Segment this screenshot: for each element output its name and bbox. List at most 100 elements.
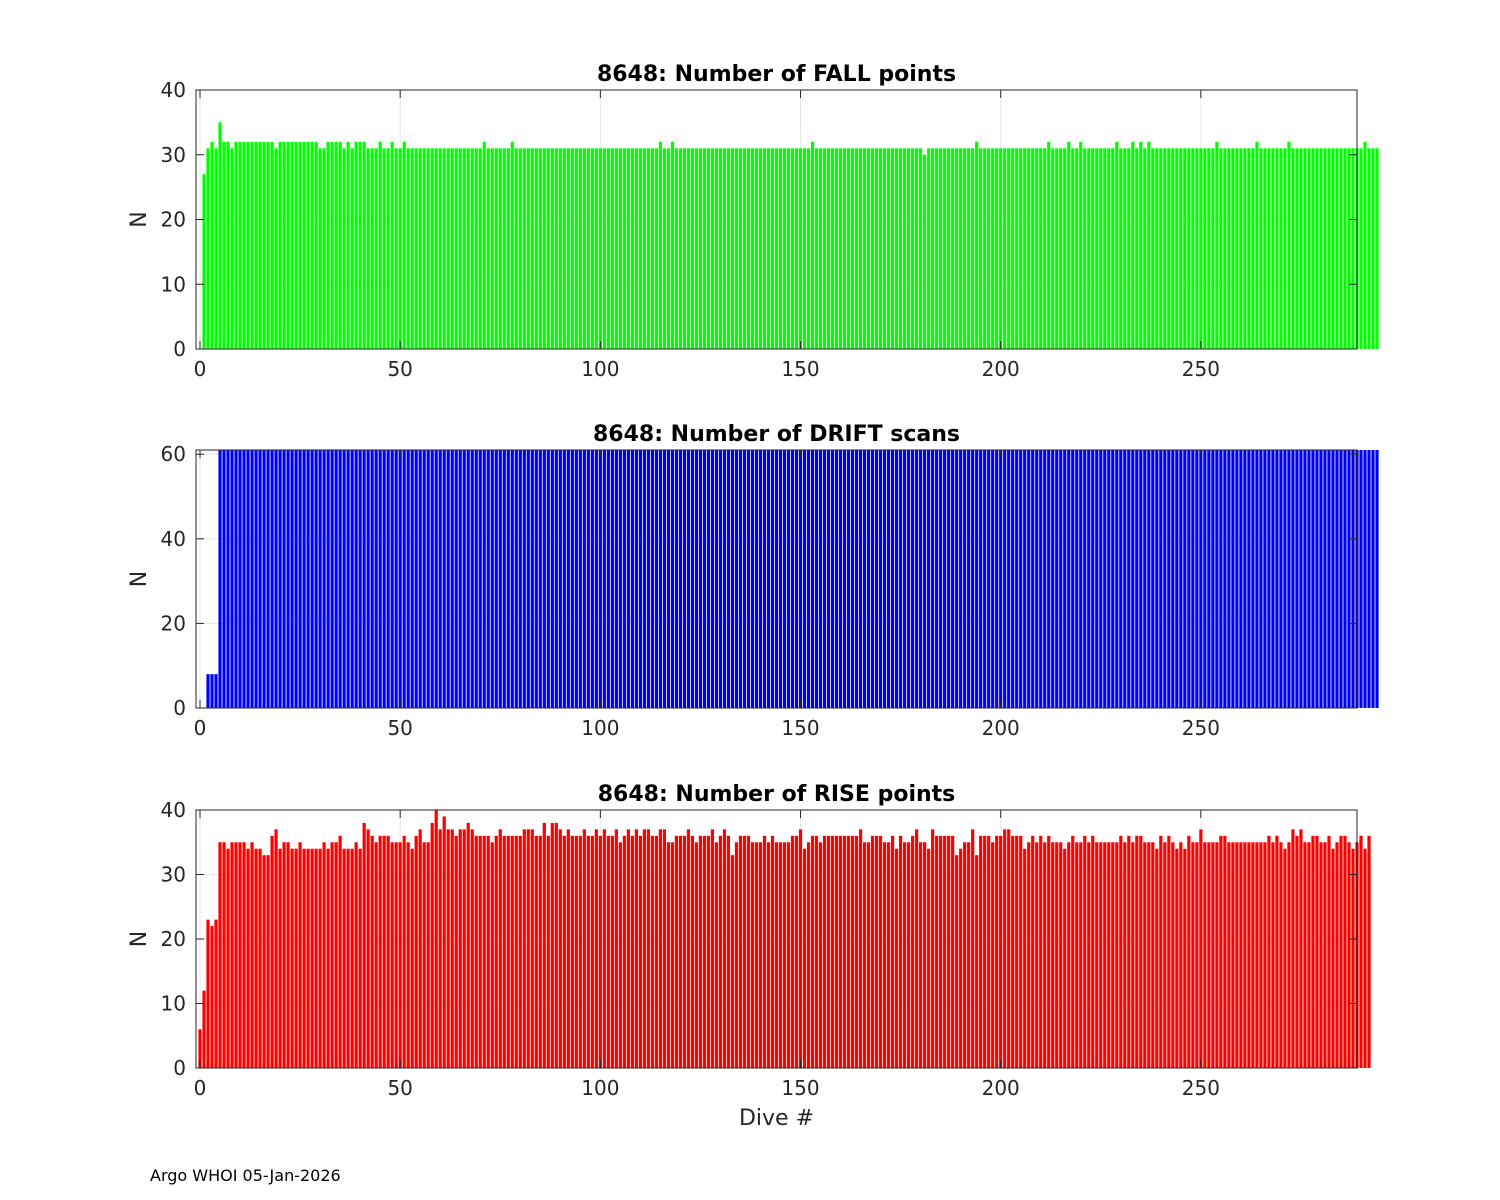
bar bbox=[362, 141, 366, 349]
bar bbox=[514, 450, 518, 708]
bar bbox=[350, 848, 354, 1068]
bar bbox=[1071, 148, 1075, 349]
bar bbox=[434, 148, 438, 349]
bar bbox=[1219, 148, 1223, 349]
bar bbox=[1115, 842, 1119, 1068]
bar bbox=[1239, 842, 1243, 1068]
bar bbox=[574, 148, 578, 349]
bar bbox=[1323, 842, 1327, 1068]
bar bbox=[1303, 842, 1307, 1068]
bar bbox=[698, 148, 703, 349]
bar bbox=[826, 835, 831, 1068]
bar bbox=[1339, 148, 1343, 349]
bar bbox=[214, 674, 218, 708]
bar bbox=[522, 148, 526, 349]
bar bbox=[254, 141, 258, 349]
bar bbox=[210, 926, 214, 1068]
bar bbox=[1063, 148, 1067, 349]
bar bbox=[1347, 148, 1351, 349]
x-tick-label: 200 bbox=[982, 1076, 1020, 1100]
bar bbox=[274, 829, 278, 1068]
bar bbox=[730, 855, 735, 1068]
x-tick-label: 50 bbox=[387, 357, 412, 381]
bar bbox=[874, 835, 879, 1068]
bar bbox=[1083, 148, 1087, 349]
bar bbox=[522, 450, 526, 708]
bar bbox=[510, 835, 514, 1068]
bar bbox=[338, 141, 342, 349]
bar bbox=[582, 829, 586, 1068]
bar bbox=[1127, 450, 1131, 708]
bar bbox=[995, 148, 999, 349]
bar bbox=[1275, 148, 1279, 349]
bar bbox=[862, 148, 867, 349]
bar bbox=[939, 450, 943, 708]
bar bbox=[774, 148, 779, 349]
chart-title: 8648: Number of DRIFT scans bbox=[593, 422, 960, 447]
bar bbox=[606, 450, 610, 708]
bar bbox=[262, 141, 266, 349]
bar bbox=[1347, 450, 1351, 708]
bar bbox=[1351, 148, 1355, 349]
bar bbox=[1143, 450, 1147, 708]
bar bbox=[1087, 148, 1091, 349]
bar bbox=[858, 450, 863, 708]
bar bbox=[358, 141, 362, 349]
bar bbox=[282, 842, 286, 1068]
bar bbox=[250, 842, 254, 1068]
bar bbox=[1007, 450, 1011, 708]
bar bbox=[943, 450, 947, 708]
bar bbox=[1059, 450, 1063, 708]
x-tick-label: 200 bbox=[982, 357, 1020, 381]
bar bbox=[1107, 450, 1111, 708]
bar bbox=[1287, 842, 1291, 1068]
bar bbox=[350, 450, 354, 708]
bar bbox=[1127, 835, 1131, 1068]
bar bbox=[594, 148, 598, 349]
bar bbox=[622, 148, 626, 349]
bar bbox=[802, 148, 807, 349]
bar bbox=[1043, 842, 1047, 1068]
bar bbox=[558, 829, 562, 1068]
bar bbox=[846, 148, 851, 349]
bar bbox=[1091, 835, 1095, 1068]
bar bbox=[1031, 148, 1035, 349]
bar bbox=[1191, 450, 1195, 708]
bar bbox=[234, 842, 238, 1068]
bar bbox=[1155, 450, 1159, 708]
bar bbox=[1071, 835, 1075, 1068]
bar bbox=[1071, 450, 1075, 708]
y-tick-label: 40 bbox=[161, 78, 186, 102]
bar bbox=[630, 835, 634, 1068]
bar bbox=[1255, 842, 1259, 1068]
bar bbox=[486, 450, 490, 708]
bar bbox=[947, 835, 951, 1068]
bar bbox=[294, 848, 298, 1068]
bar bbox=[722, 450, 727, 708]
bar bbox=[1027, 148, 1031, 349]
bar bbox=[458, 829, 462, 1068]
bar bbox=[903, 842, 907, 1068]
bar bbox=[882, 842, 887, 1068]
bar bbox=[1099, 450, 1103, 708]
bar bbox=[963, 450, 967, 708]
bar bbox=[262, 855, 266, 1068]
bar bbox=[1235, 450, 1239, 708]
bar bbox=[526, 829, 530, 1068]
bar bbox=[903, 450, 907, 708]
bar bbox=[1315, 450, 1319, 708]
bar bbox=[602, 829, 606, 1068]
bar bbox=[702, 835, 707, 1068]
bar bbox=[979, 450, 983, 708]
bar bbox=[206, 674, 210, 708]
bar bbox=[1227, 148, 1231, 349]
bar bbox=[574, 835, 578, 1068]
bar bbox=[1111, 148, 1115, 349]
bar bbox=[1323, 450, 1327, 708]
bar bbox=[590, 835, 594, 1068]
bar bbox=[1003, 148, 1007, 349]
bar bbox=[911, 450, 915, 708]
bar bbox=[522, 829, 526, 1068]
bar bbox=[1179, 842, 1183, 1068]
bar bbox=[810, 141, 815, 349]
